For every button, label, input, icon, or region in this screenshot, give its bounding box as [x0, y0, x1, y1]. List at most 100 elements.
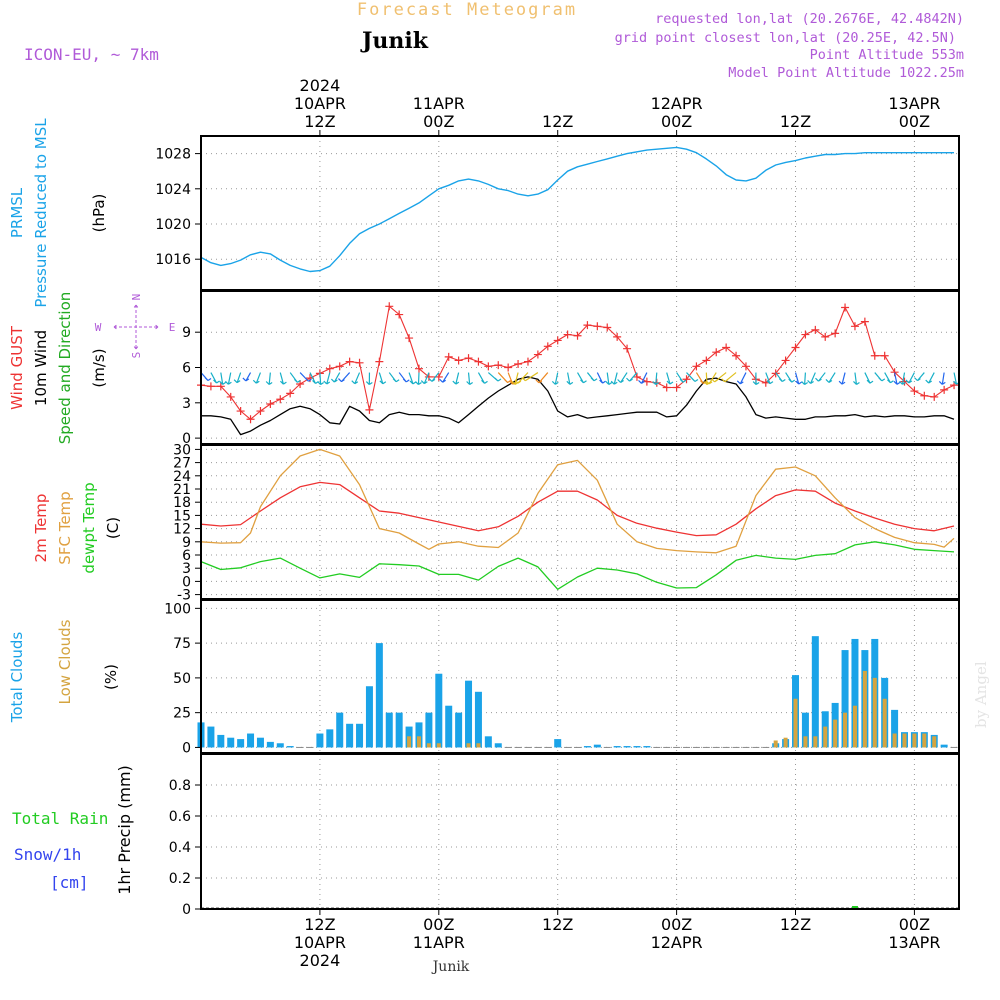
wind-direction-arrow — [705, 372, 717, 385]
grid-layer — [201, 136, 959, 910]
wind-direction-arrow — [452, 372, 460, 385]
time-axis-label: 11APR — [413, 933, 465, 952]
total-clouds-bar — [227, 737, 235, 748]
wind-gust-point — [583, 321, 592, 330]
wind-gust-point — [563, 330, 572, 339]
wind-gust-point — [325, 364, 334, 373]
wind-gust-label: Wind GUST — [8, 325, 26, 410]
wind-gust-point — [444, 352, 453, 361]
low-clouds-bar — [407, 736, 412, 748]
total-clouds-bar — [385, 712, 393, 748]
wind-direction-arrow — [252, 372, 262, 384]
y-tick-label: 18 — [173, 495, 191, 511]
wind-direction-arrow — [577, 372, 587, 384]
model-name: ICON-EU, ~ 7km — [24, 45, 159, 64]
wind-gust-point — [850, 322, 859, 331]
wind-gust-point — [375, 357, 384, 366]
wind-direction-arrow — [638, 372, 648, 384]
total-clouds-bar — [286, 746, 294, 748]
total-clouds-bar — [356, 723, 364, 748]
wind-gust-point — [860, 317, 869, 326]
wind-10m-label: 10m Wind — [32, 330, 50, 406]
compass-north: N — [130, 294, 143, 301]
time-axis-label: 13APR — [888, 933, 940, 952]
low-clouds-bar — [932, 736, 937, 748]
total-clouds-bar — [336, 712, 344, 748]
pressure-label: PRMSL — [8, 187, 26, 238]
total-clouds-bar — [395, 712, 403, 748]
wind-direction-arrow — [299, 372, 312, 382]
low-clouds-bar — [813, 736, 818, 748]
low-clouds-bar — [426, 743, 431, 748]
wind-direction-arrow — [233, 372, 242, 384]
total-clouds-bar — [346, 723, 354, 748]
panel-frame — [200, 753, 960, 910]
wind-direction-arrow — [388, 372, 400, 383]
y-tick-label: 6 — [182, 361, 191, 377]
wind-direction-arrow — [815, 372, 826, 382]
low-clouds-bar — [823, 726, 828, 748]
low-clouds-bar — [892, 733, 897, 748]
low-clouds-bar — [416, 736, 421, 748]
wind-gust-point — [484, 362, 493, 371]
wind-gust-point — [414, 364, 423, 373]
time-axis-label: 00Z — [661, 915, 692, 934]
wind-direction-arrow — [652, 372, 660, 386]
label-layer: 10161020102410280369-3036912151821242730… — [8, 76, 940, 970]
low-clouds-bar — [436, 743, 441, 748]
y-tick-label: 3 — [182, 396, 191, 412]
wind-direction-arrow — [521, 372, 539, 382]
wind-direction-arrow — [551, 372, 559, 385]
low-clouds-bar — [803, 736, 808, 748]
grid-point-coords: grid point closest lon,lat (20.25E, 42.5… — [615, 30, 956, 46]
pressure-long-label: Pressure Reduced to MSL — [32, 118, 50, 308]
data-layer — [197, 146, 960, 909]
total-clouds-bar — [276, 743, 284, 748]
frame-layer — [195, 130, 960, 915]
wind-gust-point — [286, 389, 295, 398]
y-tick-label: 1020 — [155, 217, 191, 233]
total-clouds-bar — [801, 712, 809, 748]
total-clouds-bar — [445, 705, 453, 748]
total-clouds-bar — [633, 746, 641, 748]
y-tick-label: 12 — [173, 522, 191, 538]
wind-gust-point — [405, 334, 414, 343]
y-tick-label: 0.8 — [169, 778, 191, 794]
total-clouds-bar — [613, 746, 621, 748]
time-axis-label: 10APR — [294, 94, 346, 113]
total-clouds-bar — [326, 729, 334, 748]
wind-gust-point — [603, 323, 612, 332]
total-clouds-bar — [375, 643, 383, 748]
total-clouds-bar — [643, 746, 651, 748]
y-tick-label: -3 — [177, 588, 191, 604]
low-clouds-bar — [872, 677, 877, 748]
y-tick-label: 75 — [173, 636, 191, 652]
total-clouds-bar — [554, 739, 562, 748]
wind-direction-arrow — [752, 372, 760, 386]
total-clouds-bar — [484, 736, 492, 748]
total-clouds-bar — [316, 733, 324, 748]
wind-direction-arrow — [408, 372, 417, 385]
total-clouds-bar — [247, 733, 255, 748]
wind-speed-line — [201, 376, 955, 436]
y-tick-label: 25 — [173, 706, 191, 722]
wind-gust-point — [494, 361, 503, 370]
low-clouds-bar — [843, 712, 848, 748]
low-clouds-bar — [833, 719, 838, 748]
total-clouds-bar — [465, 680, 473, 748]
low-clouds-bar — [852, 705, 857, 748]
wind-gust-point — [543, 342, 552, 351]
wind-gust-point — [910, 387, 919, 396]
wind-direction-arrow — [487, 372, 502, 382]
y-tick-label: 1016 — [155, 252, 191, 268]
wind-direction-arrow — [899, 372, 906, 385]
total-clouds-label: Total Clouds — [8, 632, 26, 724]
wind-direction-arrow — [596, 372, 606, 384]
wind-gust-point — [504, 363, 513, 372]
wind-direction-label: Speed and Direction — [56, 292, 74, 445]
wind-direction-arrow — [874, 372, 886, 382]
wind-direction-arrow — [338, 372, 351, 383]
pressure-unit: (hPa) — [90, 194, 108, 233]
time-axis-label: 12Z — [304, 915, 335, 934]
